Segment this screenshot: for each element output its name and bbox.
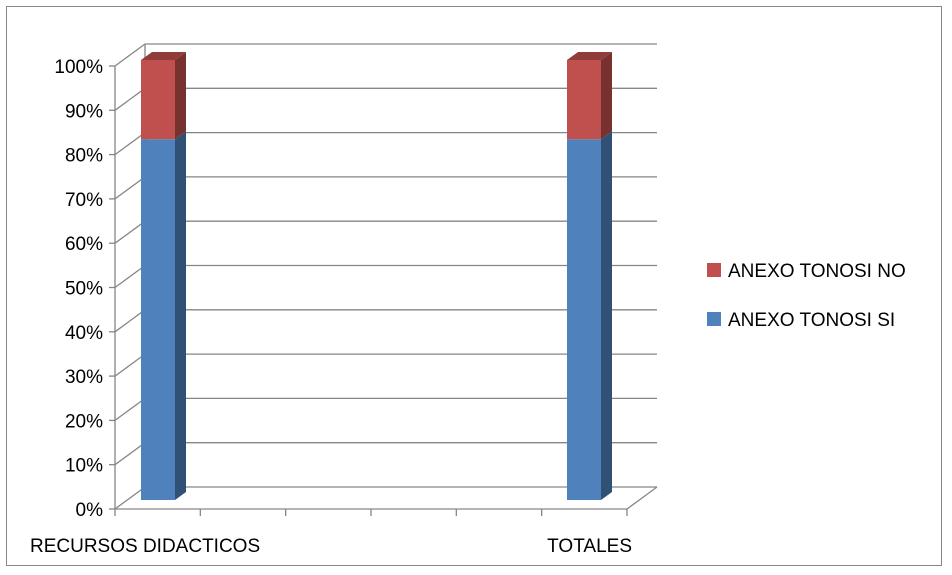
y-tick-label: 10%	[65, 456, 103, 477]
y-tick-label: 80%	[65, 146, 103, 167]
bar-no-front	[567, 60, 601, 140]
legend-label: ANEXO TONOSI SI	[728, 310, 895, 331]
gridline-depth	[114, 309, 146, 333]
gridline-depth	[114, 486, 146, 510]
y-tick-label: 0%	[76, 500, 104, 521]
y-tick-label: 90%	[65, 101, 103, 122]
legend-label: ANEXO TONOSI NO	[728, 261, 906, 282]
y-tick-label: 20%	[65, 411, 103, 432]
y-tick-label: 70%	[65, 190, 103, 211]
bar-si-side	[601, 131, 612, 500]
gridline-depth	[114, 87, 146, 111]
y-tick-label: 50%	[65, 279, 103, 300]
gridline-depth	[114, 132, 146, 156]
bar-top	[567, 52, 612, 60]
bar-no-side	[175, 52, 186, 140]
gridline-depth	[114, 176, 146, 200]
gridline-depth	[114, 220, 146, 244]
y-tick-label: 40%	[65, 323, 103, 344]
gridline-depth	[114, 43, 146, 67]
legend-swatch	[707, 312, 721, 326]
bar-si-side	[175, 131, 186, 500]
bar-si-front	[141, 139, 175, 500]
y-tick-label: 30%	[65, 367, 103, 388]
gridline-depth	[114, 442, 146, 466]
x-category-label: RECURSOS DIDACTICOS	[30, 536, 260, 557]
floor-edge	[626, 486, 658, 510]
gridline-depth	[114, 397, 146, 421]
gridline-depth	[114, 353, 146, 377]
bar-no-side	[601, 52, 612, 140]
legend-swatch	[707, 263, 721, 277]
x-category-label: TOTALES	[547, 536, 632, 557]
bar-no-front	[141, 60, 175, 140]
gridline-depth	[114, 264, 146, 289]
y-tick-label: 60%	[65, 234, 103, 255]
y-tick-label: 100%	[54, 57, 103, 78]
bar-top	[141, 52, 186, 60]
bar-si-front	[567, 139, 601, 500]
